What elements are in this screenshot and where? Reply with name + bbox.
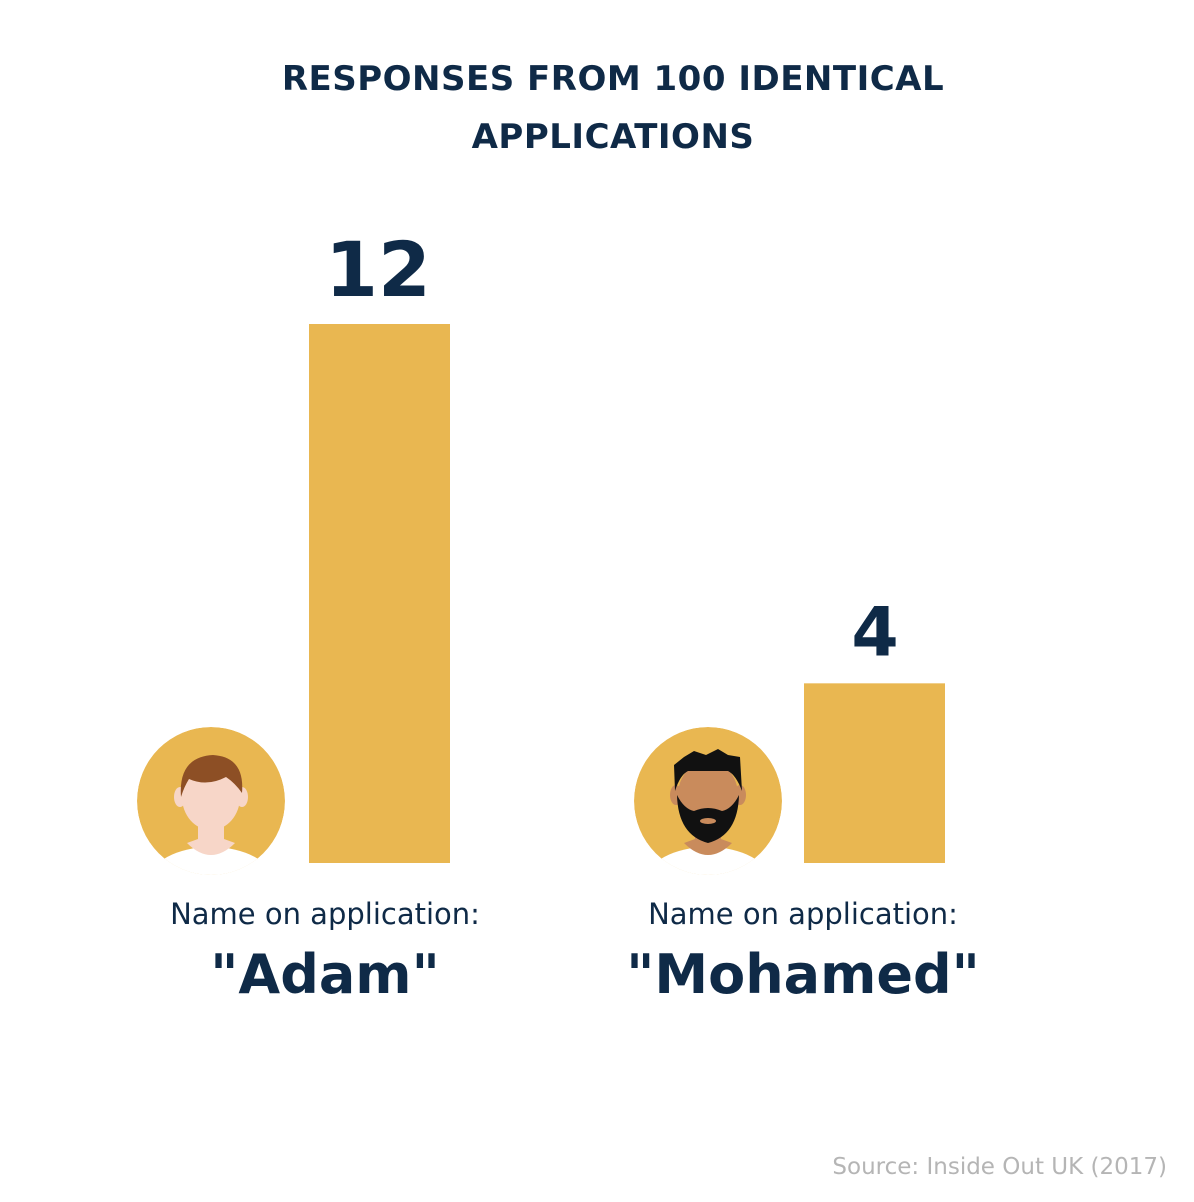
avatars-layer [137,727,782,875]
bars-layer [309,324,945,863]
chart-title-line-2: APPLICATIONS [471,117,755,157]
category-label-0: "Adam" [210,943,439,1006]
chart-title-line-1: RESPONSES FROM 100 IDENTICAL [281,59,945,99]
category-prefix-0: Name on application: [170,897,480,931]
category-label-1: "Mohamed" [626,943,980,1006]
bar-0 [309,324,450,863]
bar-1 [804,683,945,863]
chart-title: RESPONSES FROM 100 IDENTICAL APPLICATION… [0,50,1194,166]
category-prefix-1: Name on application: [648,897,958,931]
category-labels-layer: Name on application: "Adam" Name on applic… [170,897,980,1006]
value-label-1: 4 [851,593,898,672]
source-note: Source: Inside Out UK (2017) [832,1154,1167,1180]
light-skinned-person-icon [137,727,285,875]
bearded-person-icon [634,727,782,875]
value-label-0: 12 [325,225,431,314]
value-labels-layer: 12 4 [325,225,899,672]
